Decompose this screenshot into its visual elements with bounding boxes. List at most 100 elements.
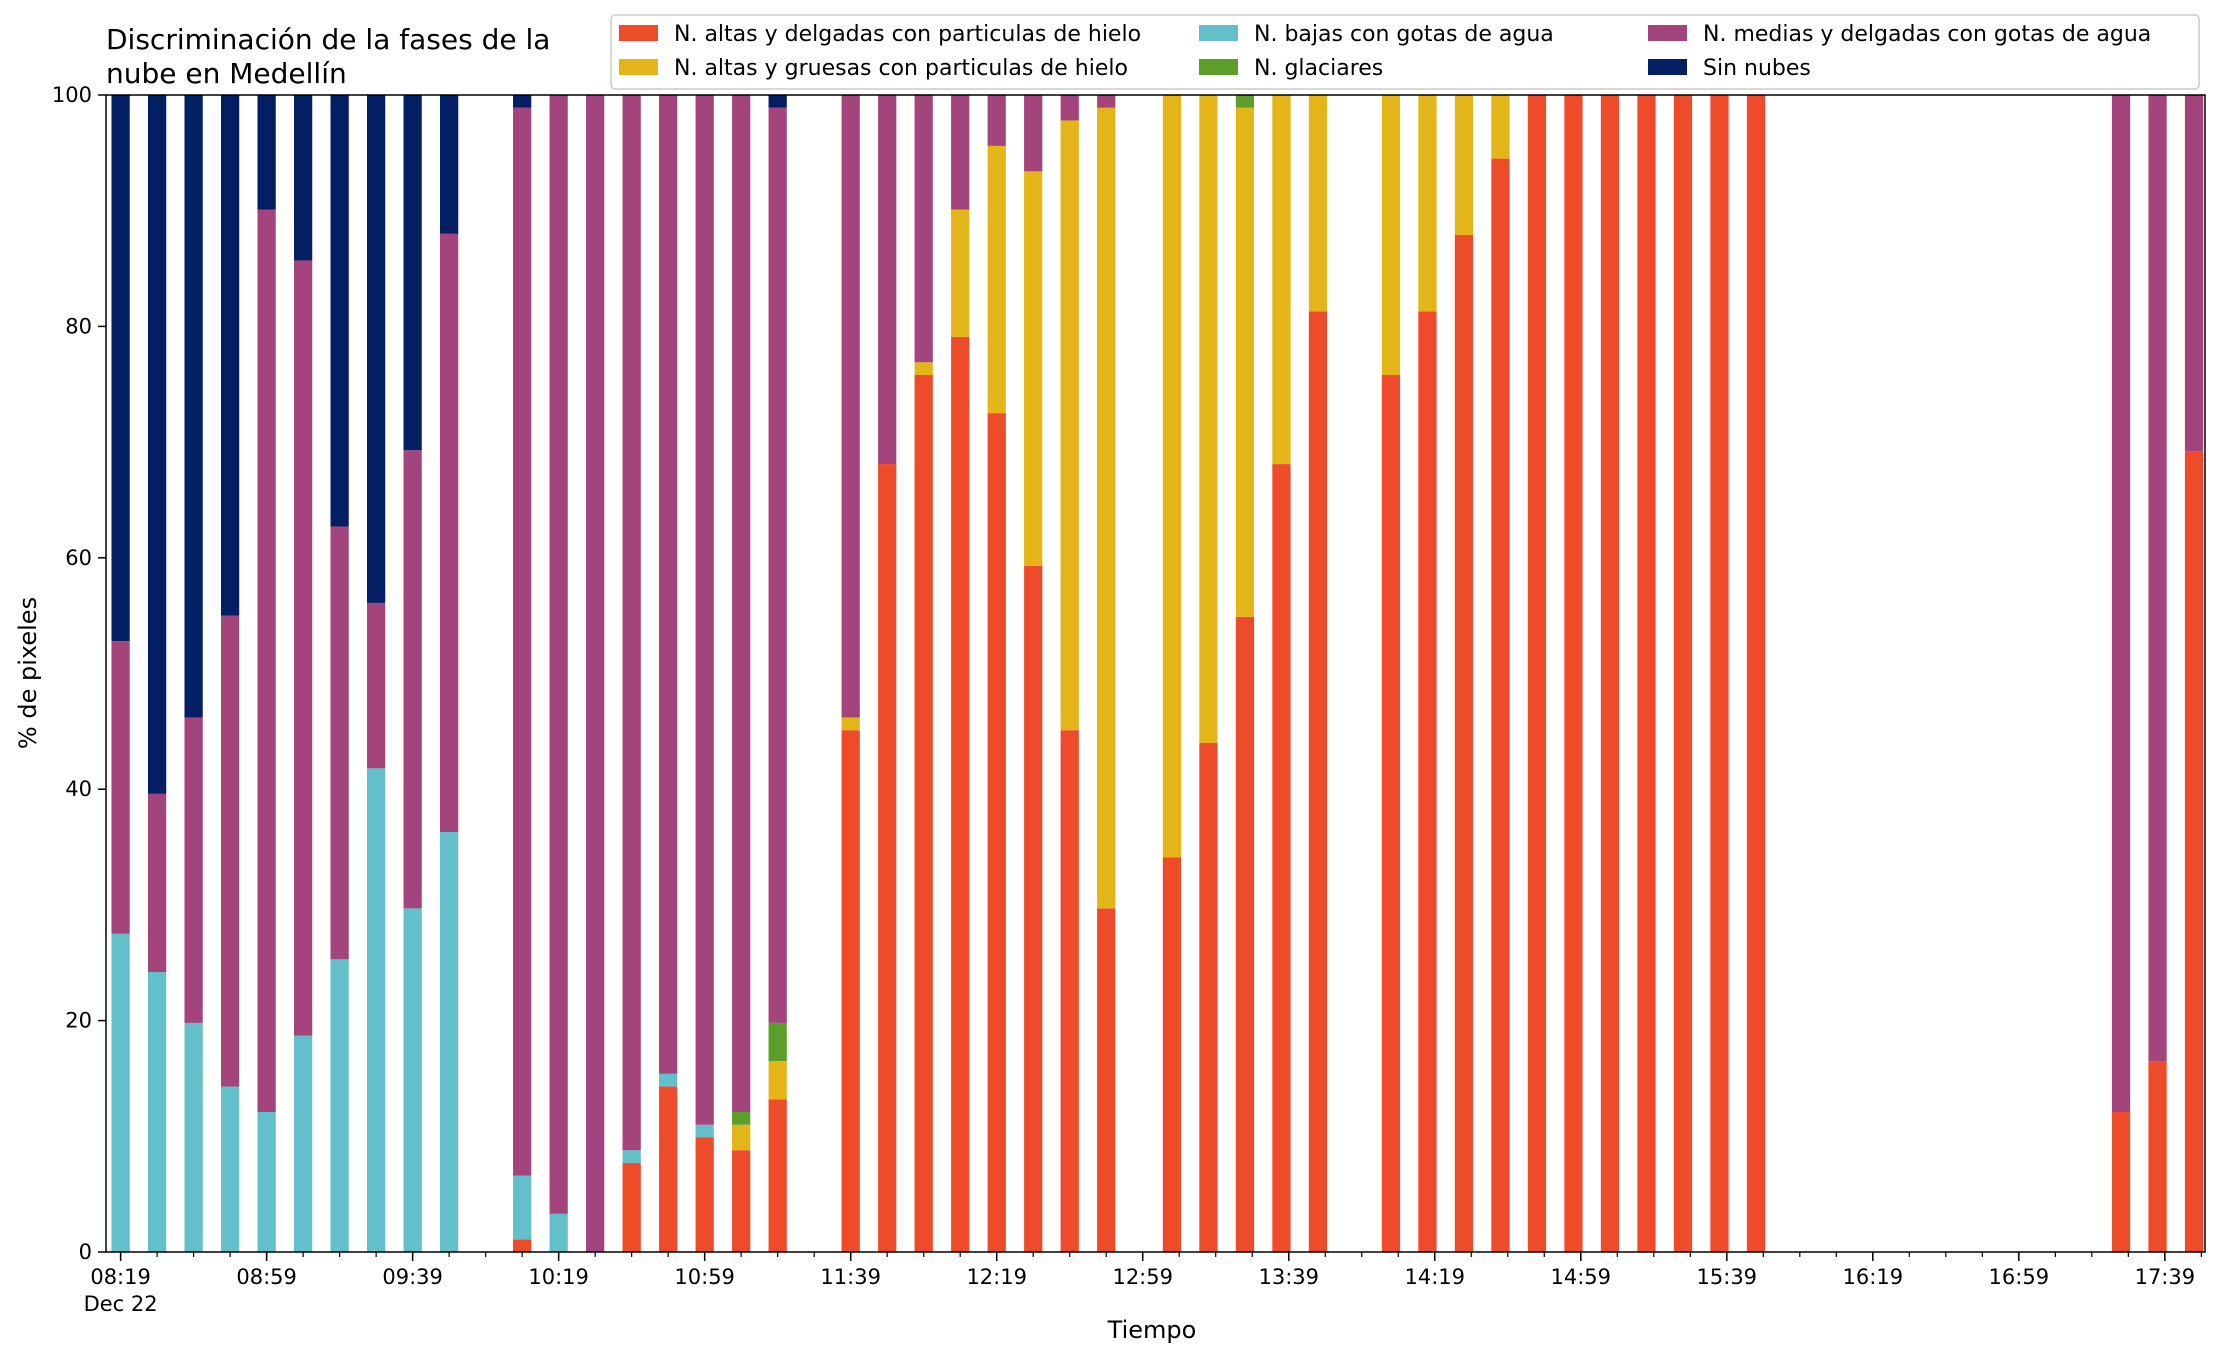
x-tick-label: 09:39 [382, 1265, 443, 1289]
legend-frame [610, 14, 2200, 90]
legend-swatch-altas-gruesas [619, 59, 658, 75]
bar-segment-altas-delgadas [1527, 95, 1547, 1252]
bar-segment-altas-gruesas [1060, 120, 1079, 731]
x-axis: 08:19 Dec 22 08:59 09:39 10:19 10:59 11:39 12:1… [84, 1252, 2202, 1316]
bar-segment-glaciares [732, 1112, 751, 1125]
legend-label-glaciares: N. glaciares [1254, 56, 1383, 81]
bar-segment-medias [184, 717, 203, 1023]
legend-label-altas-gruesas: N. altas y gruesas con particulas de hie… [674, 56, 1128, 81]
bar-segment-altas-gruesas [951, 209, 970, 337]
bar-segment-altas-delgadas [914, 374, 933, 1252]
legend-swatch-medias [1648, 25, 1687, 41]
bar-segment-bajas [622, 1150, 641, 1163]
bar-segment-medias [2184, 95, 2204, 452]
bar-segment-medias [586, 95, 605, 1252]
x-tick-label: 10:59 [674, 1265, 735, 1289]
bar-segment-medias [1024, 95, 1043, 172]
bar-segment-sin-nubes [440, 95, 459, 234]
y-tick-label: 80 [65, 314, 92, 338]
x-tick-label: 10:19 [528, 1265, 589, 1289]
bar-segment-medias [330, 526, 349, 960]
y-tick-label: 0 [79, 1240, 92, 1264]
legend-swatch-glaciares [1199, 59, 1238, 75]
bar-segment-medias [841, 95, 860, 718]
bar-segment-bajas [549, 1213, 568, 1252]
bar-segment-medias [549, 95, 568, 1214]
bar-segment-altas-delgadas [2184, 451, 2204, 1252]
bar-segment-medias [147, 793, 167, 973]
bar-segment-glaciares [768, 1022, 787, 1062]
bar-segment-sin-nubes [768, 95, 787, 108]
bar-segment-medias [403, 450, 422, 909]
bar-segment-bajas [111, 933, 130, 1252]
bar-segment-sin-nubes [220, 95, 240, 616]
bar-segment-altas-delgadas [768, 1099, 787, 1252]
bar-segment-medias [513, 107, 532, 1176]
bar-segment-altas-delgadas [1454, 235, 1474, 1252]
bar-segment-medias [294, 260, 313, 1036]
y-tick-label: 40 [65, 777, 92, 801]
bar-segment-medias [440, 233, 459, 833]
bar-segment-sin-nubes [330, 95, 349, 527]
bar-segment-medias [257, 209, 276, 1113]
y-axis: 0 20 40 60 80 100 [52, 83, 106, 1264]
x-tick-label: 12:59 [1112, 1265, 1173, 1289]
bar-segment-medias [951, 95, 970, 210]
bar-segment-bajas [403, 908, 422, 1252]
bar-segment-medias [2148, 95, 2167, 1062]
x-tick-label: 11:39 [820, 1265, 881, 1289]
bar-segment-bajas [330, 959, 349, 1252]
bar-segment-bajas [440, 832, 459, 1252]
bar-segment-bajas [220, 1086, 240, 1252]
bar-segment-altas-delgadas [1272, 464, 1291, 1253]
bar-segment-altas-gruesas [732, 1124, 751, 1151]
bar-segment-medias [878, 95, 897, 465]
bar-segment-altas-delgadas [1162, 857, 1182, 1252]
bar-segment-medias [111, 641, 130, 934]
x-tick-label: 13:39 [1258, 1265, 1319, 1289]
bar-segment-altas-delgadas [1418, 311, 1437, 1252]
bar-segment-medias [914, 95, 933, 363]
x-tick-label: 08:59 [236, 1265, 297, 1289]
bar-segment-altas-gruesas [768, 1061, 787, 1100]
bar-segment-sin-nubes [111, 95, 130, 642]
bar-segment-medias [987, 95, 1006, 146]
bar-segment-altas-delgadas [1710, 95, 1729, 1252]
bar-segment-altas-delgadas [659, 1086, 678, 1252]
bar-segment-altas-gruesas [1097, 107, 1116, 909]
bar-segment-altas-gruesas [1199, 95, 1218, 743]
bar-segment-altas-gruesas [1162, 95, 1182, 858]
bar-segment-altas-delgadas [1308, 311, 1328, 1252]
bar-segment-altas-delgadas [1060, 730, 1079, 1252]
legend-swatch-altas-delgadas [619, 25, 658, 41]
bar-segment-medias [2111, 95, 2131, 1112]
x-tick-label: 16:19 [1843, 1265, 1904, 1289]
bar-segment-bajas [367, 768, 386, 1252]
bar-segment-altas-delgadas [2111, 1112, 2131, 1252]
bar-segment-altas-delgadas [1235, 616, 1255, 1252]
legend-label-medias: N. medias y delgadas con gotas de agua [1703, 22, 2151, 47]
bar-segment-altas-delgadas [1564, 95, 1583, 1252]
bar-segment-altas-delgadas [622, 1162, 641, 1252]
bar-segment-altas-delgadas [1199, 742, 1218, 1252]
bar-segment-sin-nubes [257, 95, 276, 210]
y-tick-label: 20 [65, 1009, 92, 1033]
legend-label-sin-nubes: Sin nubes [1703, 56, 1811, 81]
bar-segment-altas-gruesas [1454, 95, 1474, 235]
bar-segment-medias [768, 107, 787, 1023]
bar-segment-altas-delgadas [695, 1137, 714, 1252]
bar-segment-altas-delgadas [1673, 95, 1693, 1252]
bar-segment-medias [367, 602, 386, 769]
bar-segment-altas-delgadas [987, 413, 1006, 1252]
bar-segment-sin-nubes [147, 95, 167, 794]
y-tick-label: 100 [52, 83, 92, 107]
x-tick-label: 16:59 [1989, 1265, 2050, 1289]
bar-segment-altas-delgadas [732, 1150, 751, 1252]
y-tick-label: 60 [65, 546, 92, 570]
bar-segment-medias [1097, 95, 1116, 108]
bar-segment-medias [659, 95, 678, 1074]
bar-segment-altas-gruesas [1235, 107, 1255, 617]
bar-segment-altas-gruesas [841, 717, 860, 731]
bar-segment-altas-gruesas [1491, 95, 1510, 159]
